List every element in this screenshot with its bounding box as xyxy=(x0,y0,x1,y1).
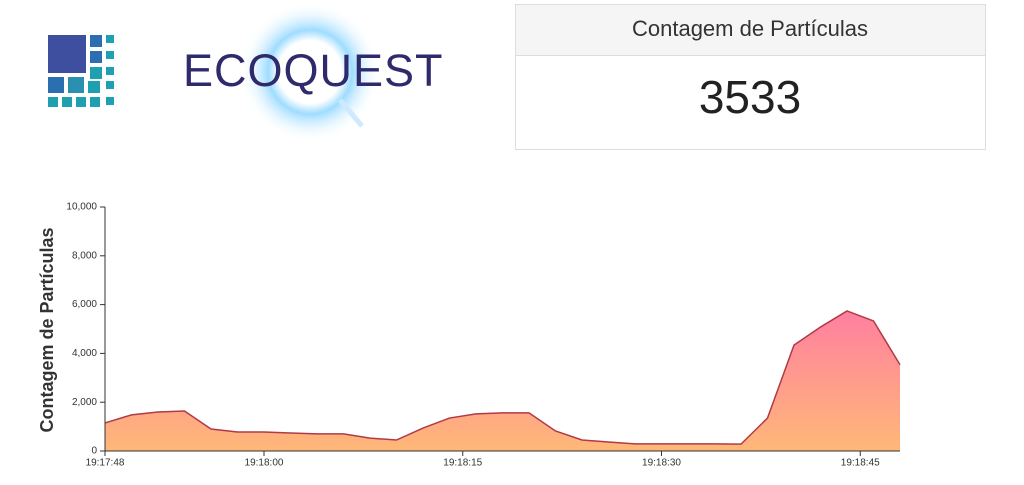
y-tick-label: 6,000 xyxy=(72,299,97,310)
y-tick-label: 0 xyxy=(91,446,97,457)
y-tick-label: 4,000 xyxy=(72,348,97,359)
logo-icon xyxy=(48,35,114,107)
plot: 0 2,000 4,000 6,000 8,000 10,000 19:17:48 19:18… xyxy=(66,202,901,469)
x-tick-label: 19:18:15 xyxy=(443,458,482,469)
card-value: 3533 xyxy=(699,71,801,123)
x-tick-label: 19:17:48 xyxy=(86,458,125,469)
area-line xyxy=(104,310,901,445)
card-header xyxy=(516,5,985,55)
logo-text: ECOQUEST xyxy=(183,45,444,96)
card-title: Contagem de Partículas xyxy=(632,16,868,41)
x-tick-label: 19:18:30 xyxy=(642,458,681,469)
area-fill xyxy=(105,310,900,451)
x-tick-label: 19:18:00 xyxy=(245,458,284,469)
y-tick-label: 10,000 xyxy=(66,202,97,213)
x-tick-label: 19:18:45 xyxy=(841,458,880,469)
logo-handle xyxy=(338,98,364,128)
y-tick-label: 2,000 xyxy=(72,397,97,408)
y-tick-label: 8,000 xyxy=(72,250,97,261)
y-axis-label: Contagem de Partículas xyxy=(37,227,57,432)
